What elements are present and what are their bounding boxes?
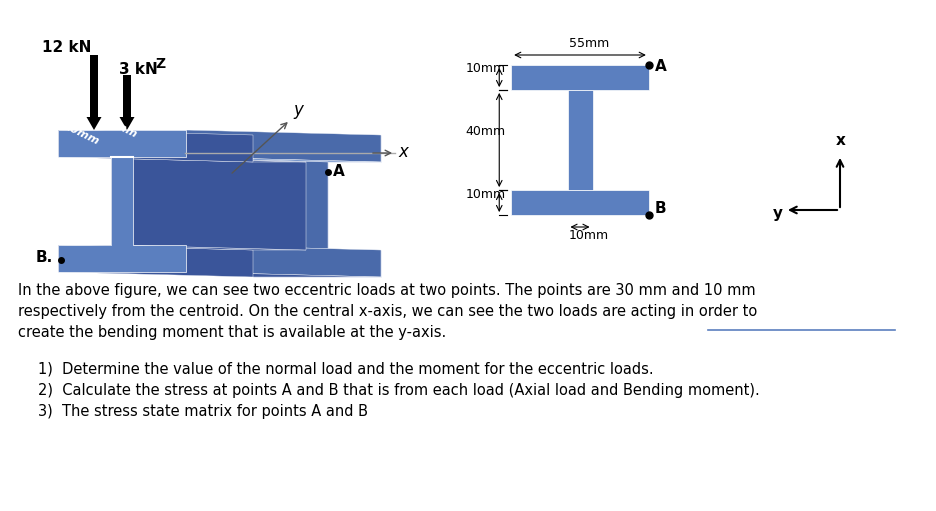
Text: y: y bbox=[293, 101, 303, 119]
Text: x: x bbox=[836, 133, 846, 148]
Polygon shape bbox=[58, 272, 381, 277]
Polygon shape bbox=[133, 157, 381, 162]
Text: 10mm: 10mm bbox=[569, 229, 609, 242]
Polygon shape bbox=[58, 245, 253, 277]
Polygon shape bbox=[133, 245, 381, 250]
Bar bbox=[511, 190, 649, 215]
Text: In the above figure, we can see two eccentric loads at two points. The points ar: In the above figure, we can see two ecce… bbox=[18, 283, 755, 298]
Text: 10mm: 10mm bbox=[100, 114, 139, 140]
Text: 3 kN: 3 kN bbox=[119, 62, 158, 77]
Text: 55mm: 55mm bbox=[569, 37, 609, 50]
Text: y: y bbox=[773, 206, 783, 221]
Polygon shape bbox=[111, 157, 306, 250]
Text: B: B bbox=[655, 201, 666, 216]
Bar bbox=[90, 55, 98, 117]
Polygon shape bbox=[58, 130, 381, 135]
Polygon shape bbox=[58, 130, 253, 162]
Polygon shape bbox=[58, 157, 306, 162]
Polygon shape bbox=[186, 245, 381, 277]
Text: 20mm: 20mm bbox=[62, 121, 101, 147]
Polygon shape bbox=[86, 117, 101, 130]
Polygon shape bbox=[58, 245, 306, 250]
Text: x: x bbox=[398, 143, 408, 161]
Text: 3)  The stress state matrix for points A and B: 3) The stress state matrix for points A … bbox=[38, 404, 368, 419]
Polygon shape bbox=[58, 130, 186, 272]
Text: 40mm: 40mm bbox=[465, 125, 505, 138]
Polygon shape bbox=[253, 135, 381, 277]
Bar bbox=[567, 90, 592, 190]
Text: 2)  Calculate the stress at points A and B that is from each load (Axial load an: 2) Calculate the stress at points A and … bbox=[38, 383, 760, 398]
Text: 12 kN: 12 kN bbox=[42, 40, 92, 55]
Polygon shape bbox=[133, 157, 328, 250]
Text: Z: Z bbox=[155, 57, 165, 71]
Bar bbox=[123, 75, 131, 117]
Text: 1)  Determine the value of the normal load and the moment for the eccentric load: 1) Determine the value of the normal loa… bbox=[38, 362, 653, 377]
Text: B.: B. bbox=[36, 250, 53, 265]
Text: A: A bbox=[655, 59, 666, 74]
Polygon shape bbox=[120, 117, 135, 130]
Polygon shape bbox=[186, 130, 381, 162]
Text: create the bending moment that is available at the y-axis.: create the bending moment that is availa… bbox=[18, 325, 446, 340]
Text: respectively from the centroid. On the central x-axis, we can see the two loads : respectively from the centroid. On the c… bbox=[18, 304, 757, 319]
Text: A: A bbox=[333, 164, 344, 179]
Bar bbox=[511, 65, 649, 90]
Text: 10mm: 10mm bbox=[465, 62, 505, 76]
Text: 10mm: 10mm bbox=[465, 188, 505, 200]
